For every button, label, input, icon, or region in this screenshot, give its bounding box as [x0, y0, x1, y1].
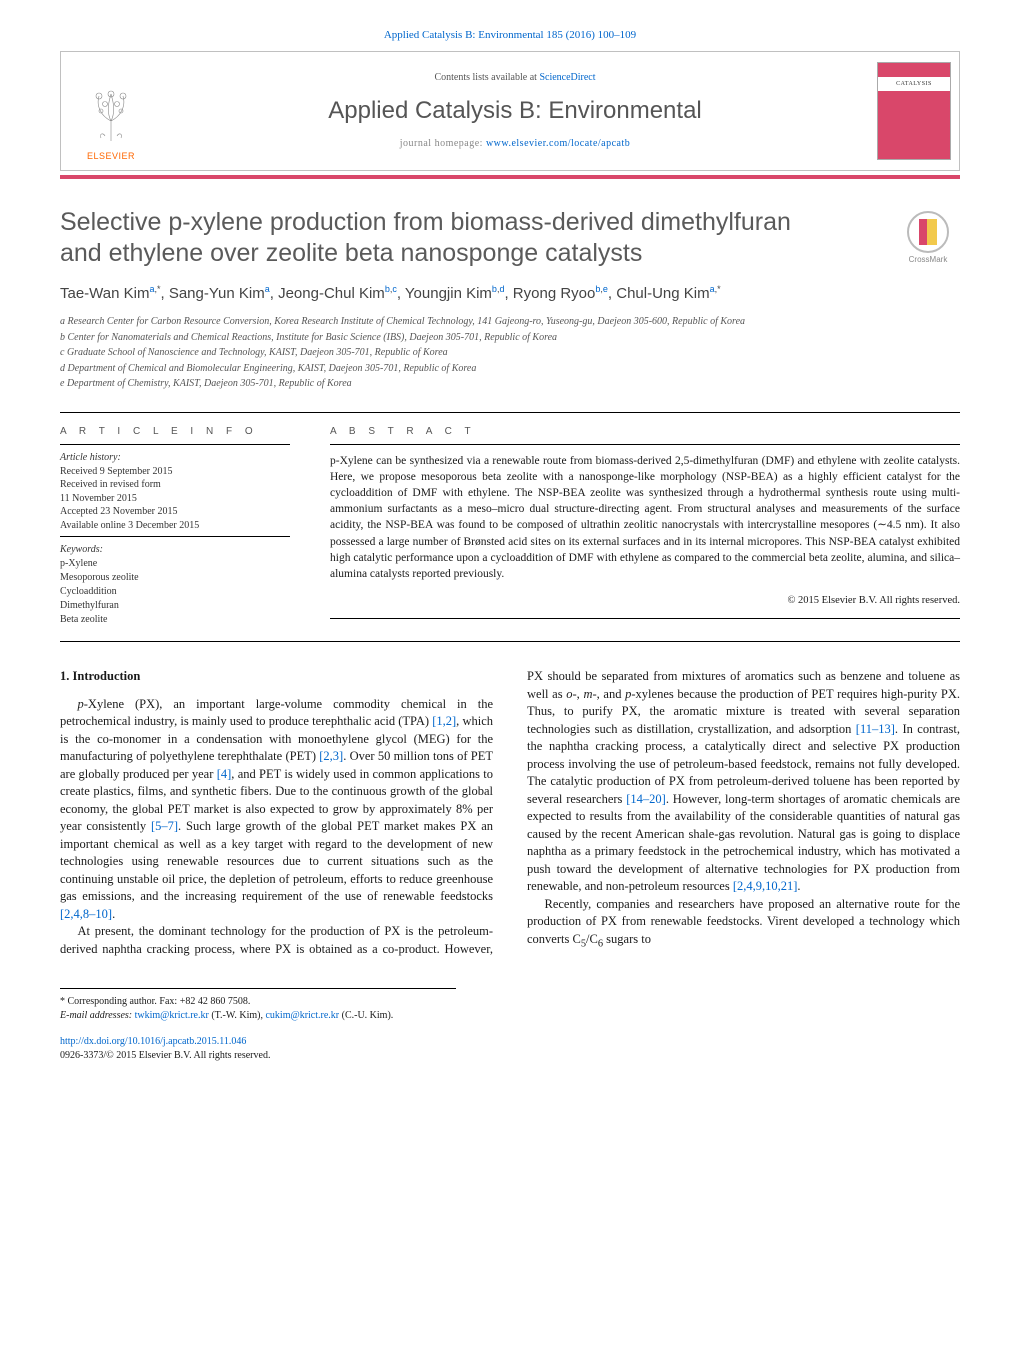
- authors-line: Tae-Wan Kima,*, Sang-Yun Kima, Jeong-Chu…: [60, 283, 960, 305]
- title-line-1: Selective p-xylene production from bioma…: [60, 208, 791, 236]
- elsevier-tree-icon: [81, 86, 141, 146]
- abstract-text: p-Xylene can be synthesized via a renewa…: [330, 453, 960, 582]
- history-label: Article history:: [60, 451, 290, 465]
- crossmark-badge[interactable]: CrossMark: [896, 211, 960, 266]
- corr-author-line: * Corresponding author. Fax: +82 42 860 …: [60, 995, 456, 1009]
- contents-prefix: Contents lists available at: [434, 72, 539, 83]
- corresponding-footnote: * Corresponding author. Fax: +82 42 860 …: [60, 988, 456, 1023]
- keywords-label: Keywords:: [60, 543, 290, 557]
- email-who-1: (T.-W. Kim),: [209, 1010, 266, 1021]
- email-link-1[interactable]: twkim@krict.re.kr: [135, 1010, 209, 1021]
- rule-bottom: [60, 641, 960, 642]
- body-paragraph-3: Recently, companies and researchers have…: [527, 896, 960, 952]
- journal-cover-icon: CATALYSIS: [877, 62, 951, 160]
- keyword-1: p-Xylene: [60, 557, 290, 571]
- cover-thumb-block: CATALYSIS: [869, 52, 959, 170]
- keyword-5: Beta zeolite: [60, 613, 290, 627]
- history-online: Available online 3 December 2015: [60, 519, 290, 533]
- title-line-2: and ethylene over zeolite beta nanospong…: [60, 239, 642, 267]
- abstract-column: A B S T R A C T p-Xylene can be synthesi…: [330, 425, 960, 627]
- journal-citation: Applied Catalysis B: Environmental 185 (…: [60, 28, 960, 43]
- publisher-logo-block: ELSEVIER: [61, 52, 161, 170]
- keyword-3: Cycloaddition: [60, 585, 290, 599]
- email-who-2: (C.-U. Kim).: [339, 1010, 393, 1021]
- article-info-heading: A R T I C L E I N F O: [60, 425, 290, 439]
- affiliation-d: d Department of Chemical and Biomolecula…: [60, 362, 960, 377]
- history-accepted: Accepted 23 November 2015: [60, 505, 290, 519]
- article-title: Selective p-xylene production from bioma…: [60, 207, 880, 270]
- article-info-column: A R T I C L E I N F O Article history: R…: [60, 425, 290, 627]
- crossmark-label: CrossMark: [909, 255, 948, 266]
- affiliation-a: a Research Center for Carbon Resource Co…: [60, 315, 960, 330]
- section-heading-1: 1. Introduction: [60, 668, 493, 686]
- elsevier-label: ELSEVIER: [87, 150, 135, 162]
- email-line: E-mail addresses: twkim@krict.re.kr (T.-…: [60, 1009, 456, 1023]
- journal-title: Applied Catalysis B: Environmental: [328, 95, 702, 127]
- history-revised-1: Received in revised form: [60, 478, 290, 492]
- homepage-link[interactable]: www.elsevier.com/locate/apcatb: [486, 138, 630, 149]
- rule-top: [60, 412, 960, 413]
- history-received: Received 9 September 2015: [60, 465, 290, 479]
- keyword-4: Dimethylfuran: [60, 599, 290, 613]
- history-revised-2: 11 November 2015: [60, 492, 290, 506]
- cover-band-label: CATALYSIS: [878, 77, 950, 91]
- body-paragraph-1: p-Xylene (PX), an important large-volume…: [60, 696, 493, 924]
- crossmark-icon: [907, 211, 949, 253]
- email-link-2[interactable]: cukim@krict.re.kr: [265, 1010, 339, 1021]
- body-columns: 1. Introduction p-Xylene (PX), an import…: [60, 668, 960, 958]
- email-label: E-mail addresses:: [60, 1010, 135, 1021]
- affiliations: a Research Center for Carbon Resource Co…: [60, 315, 960, 392]
- doi-link[interactable]: http://dx.doi.org/10.1016/j.apcatb.2015.…: [60, 1036, 246, 1047]
- doi-block: http://dx.doi.org/10.1016/j.apcatb.2015.…: [60, 1035, 960, 1063]
- affiliation-c: c Graduate School of Nanoscience and Tec…: [60, 346, 960, 361]
- affiliation-e: e Department of Chemistry, KAIST, Daejeo…: [60, 377, 960, 392]
- affiliation-b: b Center for Nanomaterials and Chemical …: [60, 331, 960, 346]
- abstract-heading: A B S T R A C T: [330, 425, 960, 439]
- abstract-copyright: © 2015 Elsevier B.V. All rights reserved…: [330, 594, 960, 608]
- keyword-2: Mesoporous zeolite: [60, 571, 290, 585]
- homepage-line: journal homepage: www.elsevier.com/locat…: [400, 137, 631, 151]
- accent-bar: [60, 175, 960, 179]
- journal-header: ELSEVIER Contents lists available at Sci…: [60, 51, 960, 171]
- sciencedirect-link[interactable]: ScienceDirect: [539, 72, 595, 83]
- issn-copyright: 0926-3373/© 2015 Elsevier B.V. All right…: [60, 1049, 960, 1063]
- header-center: Contents lists available at ScienceDirec…: [161, 52, 869, 170]
- contents-line: Contents lists available at ScienceDirec…: [434, 71, 595, 85]
- homepage-prefix: journal homepage:: [400, 138, 486, 149]
